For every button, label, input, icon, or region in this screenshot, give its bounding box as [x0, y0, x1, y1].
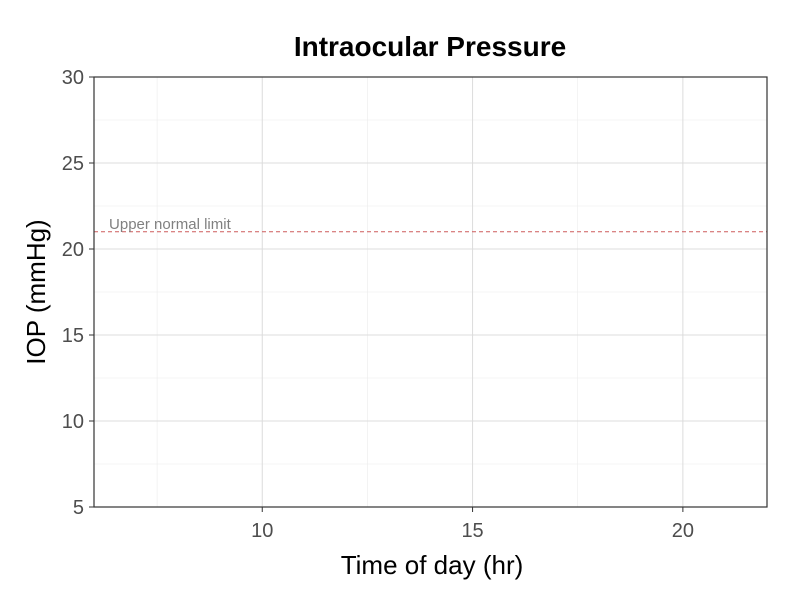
x-tick-label: 20	[672, 520, 694, 542]
grid	[94, 76, 767, 508]
x-tick-label: 15	[461, 520, 483, 542]
y-tick-label: 15	[62, 325, 84, 347]
y-tick-label: 20	[62, 239, 84, 261]
axis-ticks: 10 15 20 5 10 15 20 25 30	[62, 67, 694, 542]
reference-line-label: Upper normal limit	[109, 216, 232, 233]
y-tick-label: 10	[62, 411, 84, 433]
x-tick-label: 10	[251, 520, 273, 542]
y-tick-label: 30	[62, 67, 84, 89]
y-axis-title: IOP (mmHg)	[21, 219, 51, 364]
panel-border	[93, 76, 768, 508]
y-tick-label: 5	[73, 497, 84, 519]
y-tick-label: 25	[62, 153, 84, 175]
chart-title: Intraocular Pressure	[294, 31, 566, 62]
reference-line-group: Upper normal limit	[94, 216, 767, 233]
x-axis-title: Time of day (hr)	[341, 550, 524, 580]
